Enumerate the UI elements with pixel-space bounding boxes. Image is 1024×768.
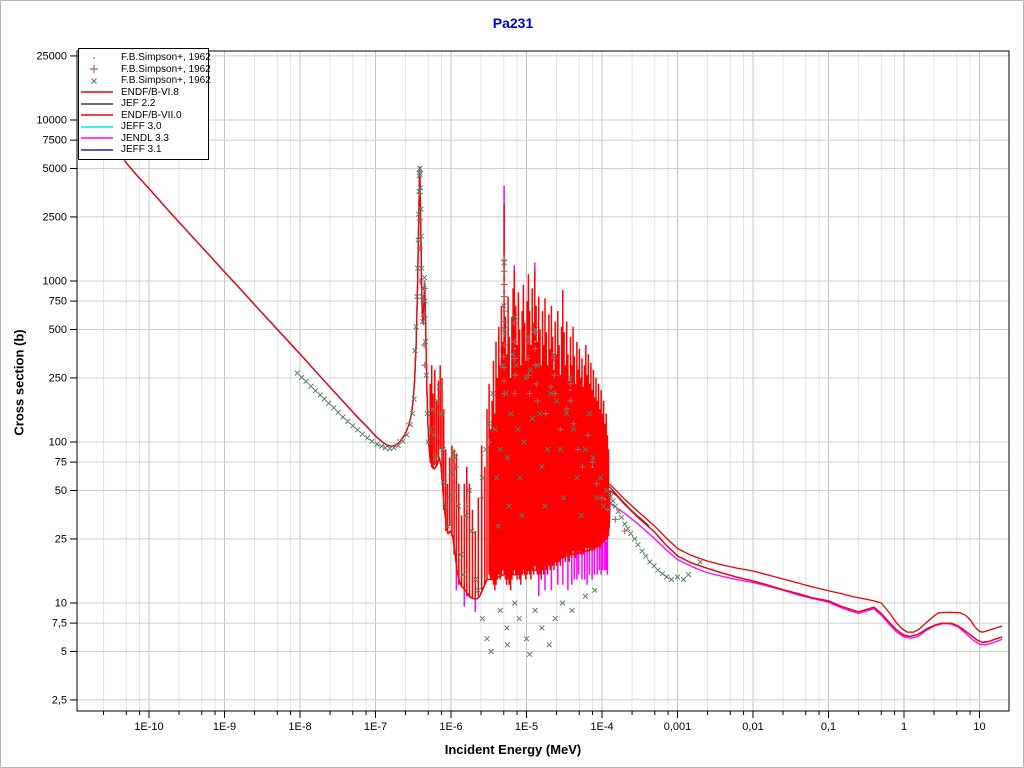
plot-frame: [76, 50, 1010, 712]
legend-item-4: JEF 2.2: [79, 98, 208, 110]
axis-ticks: 1E-10 1E-9 1E-8 1E-7 1E-6 1E-5 1E-4 0,001 0,01 0,…: [36, 50, 985, 733]
legend-label: F.B.Simpson+, 1962: [121, 63, 211, 75]
cross-marker-icon: [294, 165, 703, 658]
dot-marker-icon: [534, 340, 537, 343]
y-tick-label: 7,5: [52, 618, 67, 630]
dot-marker-icon: [405, 422, 408, 425]
y-tick-label: 2,5: [52, 694, 67, 706]
legend-item-5: ENDF/B-VII.0: [79, 110, 208, 122]
y-tick-label: 250: [49, 372, 67, 384]
y-tick-label: 500: [49, 324, 67, 336]
legend-label: F.B.Simpson+, 1962: [121, 75, 211, 87]
legend-label: JEFF 3.1: [121, 144, 162, 156]
y-tick-label: 1000: [43, 276, 67, 288]
legend-label: JEFF 3.0: [121, 121, 162, 133]
y-tick-label: 50: [55, 485, 67, 497]
line-swatch-icon: [79, 134, 119, 142]
dot-marker-icon: [397, 438, 400, 441]
x-axis-title: Incident Energy (MeV): [444, 742, 582, 757]
y-tick-label: 750: [49, 296, 67, 308]
dot-marker-icon: [552, 364, 555, 367]
series-endfb-vi8: [123, 160, 1003, 643]
line-swatch-icon: [79, 111, 119, 119]
y-tick-label: 2500: [43, 211, 67, 223]
y-tick-label: 5: [61, 646, 67, 658]
x-tick-label: 1: [901, 721, 907, 733]
dot-marker-icon: [503, 287, 506, 290]
x-tick-label: 1E-7: [364, 721, 387, 733]
legend-item-1: F.B.Simpson+, 1962: [79, 63, 211, 76]
dot-swatch-icon: [79, 53, 119, 63]
y-tick-label: 5000: [43, 163, 67, 175]
x-tick-label: 1E-10: [134, 721, 163, 733]
y-tick-label: 7500: [43, 135, 67, 147]
legend-item-3: ENDF/B-VI.8: [79, 87, 208, 99]
legend-label: ENDF/B-VII.0: [121, 109, 182, 121]
series-simpson-plus: [416, 168, 628, 535]
line-swatch-icon: [79, 146, 119, 154]
y-axis-title: Cross section (b): [11, 329, 27, 436]
page-title: Pa231: [492, 15, 534, 31]
dot-marker-icon: [423, 281, 426, 284]
series-endfb-vii0: [608, 483, 1003, 633]
y-tick-label: 75: [55, 457, 67, 469]
line-swatch-icon: [79, 123, 119, 131]
line-swatch-icon: [79, 88, 119, 96]
legend-item-0: F.B.Simpson+, 1962: [79, 52, 211, 64]
y-tick-label: 10: [55, 598, 67, 610]
legend-item-7: JENDL 3.3: [79, 133, 208, 145]
x-tick-label: 1E-6: [439, 721, 462, 733]
x-tick-label: 10: [973, 721, 985, 733]
plus-swatch-icon: [79, 64, 119, 74]
y-tick-label: 100: [49, 437, 67, 449]
plot-area[interactable]: [123, 160, 1003, 658]
line-swatch-icon: [79, 100, 119, 108]
legend-item-8: JEFF 3.1: [79, 144, 208, 156]
dot-marker-icon: [569, 389, 572, 392]
legend-item-6: JEFF 3.0: [79, 121, 208, 133]
dot-marker-icon: [413, 357, 416, 360]
x-tick-label: 1E-5: [515, 721, 538, 733]
legend-label: F.B.Simpson+, 1962: [121, 52, 211, 64]
legend-label: JEF 2.2: [121, 98, 156, 110]
x-tick-label: 0,1: [821, 721, 836, 733]
x-tick-label: 0,001: [664, 721, 692, 733]
x-tick-label: 1E-4: [590, 721, 613, 733]
x-tick-label: 1E-8: [288, 721, 311, 733]
dot-marker-icon: [513, 347, 516, 350]
dot-marker-icon: [604, 498, 607, 501]
y-tick-label: 25: [55, 533, 67, 545]
series-endfb-vi8-resonance-spikes: [429, 204, 610, 599]
y-tick-label: 25000: [36, 50, 67, 62]
x-tick-label: 1E-9: [213, 721, 236, 733]
series-simpson-cross: [294, 165, 703, 658]
plus-marker-icon: [416, 168, 628, 535]
dot-marker-icon: [591, 465, 594, 468]
cross-swatch-icon: [79, 76, 119, 86]
legend-box: F.B.Simpson+, 1962 F.B.Simpson+, 1962 F.B.…: [78, 48, 211, 160]
legend-label: ENDF/B-VI.8: [121, 86, 179, 98]
legend-label: JENDL 3.3: [121, 132, 169, 144]
legend-item-2: F.B.Simpson+, 1962: [79, 75, 211, 87]
y-tick-label: 10000: [36, 115, 67, 127]
x-tick-label: 0,01: [742, 721, 763, 733]
